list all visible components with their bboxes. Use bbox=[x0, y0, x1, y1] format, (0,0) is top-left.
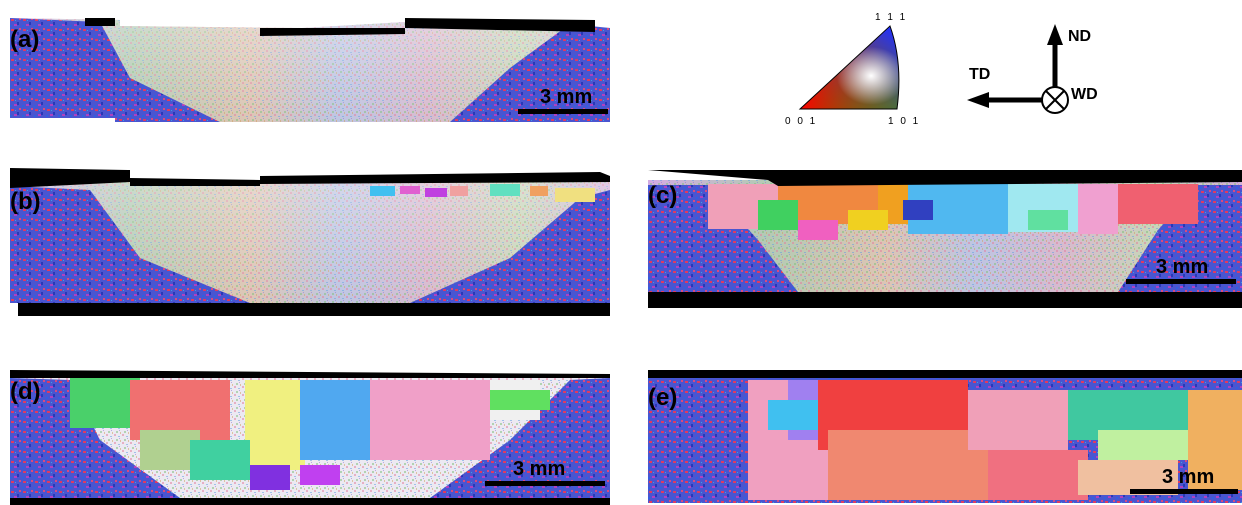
ebsd-map-e bbox=[648, 370, 1242, 503]
axis-label-wd: WD bbox=[1071, 86, 1098, 103]
scale-line-c bbox=[1126, 279, 1236, 284]
scale-line-d bbox=[485, 481, 605, 486]
ebsd-map-a bbox=[10, 18, 610, 122]
scale-label-d: 3 mm bbox=[513, 458, 566, 480]
panel-label-c: (c) bbox=[648, 182, 678, 209]
ebsd-map-c bbox=[648, 170, 1242, 308]
axes-legend: ND TD WD bbox=[965, 20, 1105, 120]
scale-bar-d: 3 mm bbox=[485, 458, 605, 488]
scale-label-e: 3 mm bbox=[1162, 466, 1215, 488]
axis-label-td: TD bbox=[969, 66, 991, 83]
panel-label-b: (b) bbox=[10, 188, 41, 215]
td-arrow-icon bbox=[967, 92, 989, 108]
ebsd-map-b bbox=[10, 168, 610, 316]
panel-a: (a) 3 mm bbox=[10, 18, 610, 122]
panel-d: (d) 3 mm bbox=[10, 370, 610, 505]
panel-label-a: (a) bbox=[10, 26, 40, 53]
scale-bar-a: 3 mm bbox=[518, 86, 608, 116]
panel-c: (c) 3 mm bbox=[648, 170, 1242, 310]
ipf-label-111: 1 1 1 bbox=[875, 12, 908, 23]
ipf-legend: 1 1 1 0 0 1 1 0 1 bbox=[785, 12, 920, 127]
scale-label-a: 3 mm bbox=[540, 86, 593, 108]
ipf-triangle bbox=[798, 25, 900, 110]
ipf-label-001: 0 0 1 bbox=[785, 116, 818, 127]
panel-label-d: (d) bbox=[10, 378, 41, 405]
panel-e: (e) 3 mm bbox=[648, 370, 1242, 505]
panel-b: (b) bbox=[10, 168, 610, 316]
scale-bar-c: 3 mm bbox=[1126, 256, 1236, 286]
ebsd-map-d bbox=[10, 370, 610, 505]
axis-label-nd: ND bbox=[1068, 28, 1092, 45]
scale-line-e bbox=[1130, 489, 1238, 494]
panel-label-e: (e) bbox=[648, 384, 678, 411]
ipf-label-101: 1 0 1 bbox=[888, 116, 921, 127]
nd-arrow-icon bbox=[1047, 24, 1063, 45]
axes-arrows bbox=[967, 24, 1069, 114]
scale-bar-e: 3 mm bbox=[1130, 466, 1238, 496]
scale-label-c: 3 mm bbox=[1156, 256, 1209, 278]
scale-line-a bbox=[518, 109, 608, 114]
